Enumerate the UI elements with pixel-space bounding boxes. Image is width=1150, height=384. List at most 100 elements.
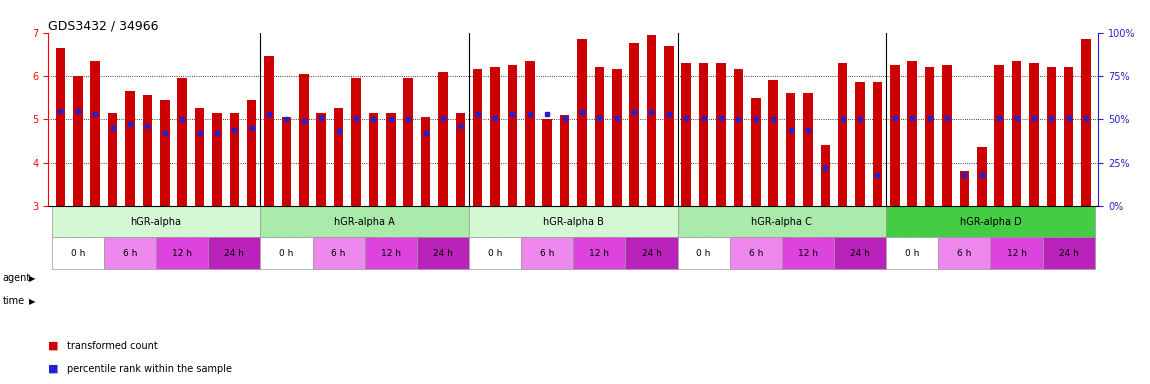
Bar <box>768 80 777 206</box>
Bar <box>626 237 677 269</box>
Text: hGR-alpha D: hGR-alpha D <box>959 217 1021 227</box>
Bar <box>838 63 848 206</box>
Text: 12 h: 12 h <box>381 248 400 258</box>
Bar <box>730 237 782 269</box>
Bar <box>821 145 830 206</box>
Bar <box>74 76 83 206</box>
Bar <box>160 100 169 206</box>
Text: hGR-alpha C: hGR-alpha C <box>751 217 812 227</box>
Bar <box>1043 237 1095 269</box>
Bar <box>785 93 796 206</box>
Bar <box>856 83 865 206</box>
Bar <box>469 206 677 237</box>
Text: 6 h: 6 h <box>749 248 762 258</box>
Bar <box>212 113 222 206</box>
Bar <box>560 115 569 206</box>
Text: 6 h: 6 h <box>957 248 972 258</box>
Bar <box>526 61 535 206</box>
Bar <box>91 61 100 206</box>
Bar <box>734 70 743 206</box>
Bar <box>873 83 882 206</box>
Bar <box>629 43 639 206</box>
Bar <box>490 67 500 206</box>
Bar <box>573 237 626 269</box>
Bar <box>260 206 469 237</box>
Bar <box>469 237 521 269</box>
Text: 0 h: 0 h <box>697 248 711 258</box>
Bar <box>177 78 187 206</box>
Bar <box>104 237 156 269</box>
Text: ■: ■ <box>48 341 59 351</box>
Bar <box>1029 63 1038 206</box>
Text: 24 h: 24 h <box>432 248 453 258</box>
Text: percentile rank within the sample: percentile rank within the sample <box>67 364 231 374</box>
Bar <box>959 171 969 206</box>
Bar <box>938 237 990 269</box>
Bar <box>52 237 104 269</box>
Text: 12 h: 12 h <box>798 248 818 258</box>
Text: 0 h: 0 h <box>279 248 293 258</box>
Bar <box>282 117 291 206</box>
Bar <box>299 74 308 206</box>
Text: 6 h: 6 h <box>123 248 137 258</box>
Bar <box>404 78 413 206</box>
Text: 0 h: 0 h <box>905 248 920 258</box>
Bar <box>416 237 469 269</box>
Text: 24 h: 24 h <box>850 248 871 258</box>
Bar <box>1046 67 1056 206</box>
Bar <box>438 71 447 206</box>
Text: ■: ■ <box>48 364 59 374</box>
Bar <box>55 48 66 206</box>
Bar <box>194 108 205 206</box>
Bar <box>260 237 313 269</box>
Bar <box>716 63 726 206</box>
Bar <box>1012 61 1021 206</box>
Text: hGR-alpha: hGR-alpha <box>131 217 182 227</box>
Bar <box>803 93 813 206</box>
Bar <box>543 119 552 206</box>
Text: 0 h: 0 h <box>488 248 503 258</box>
Bar <box>682 63 691 206</box>
Bar <box>156 237 208 269</box>
Bar <box>595 67 604 206</box>
Bar <box>990 237 1043 269</box>
Bar <box>907 61 917 206</box>
Text: agent: agent <box>2 273 31 283</box>
Text: GDS3432 / 34966: GDS3432 / 34966 <box>48 20 159 33</box>
Bar <box>646 35 657 206</box>
Bar <box>834 237 887 269</box>
Bar <box>751 98 760 206</box>
Text: ▶: ▶ <box>29 297 36 306</box>
Bar <box>507 65 518 206</box>
Bar <box>52 206 260 237</box>
Text: transformed count: transformed count <box>67 341 158 351</box>
Bar <box>612 70 621 206</box>
Bar <box>664 46 674 206</box>
Text: 24 h: 24 h <box>1059 248 1079 258</box>
Bar <box>125 91 135 206</box>
Bar <box>577 39 586 206</box>
Bar <box>365 237 416 269</box>
Text: time: time <box>2 296 24 306</box>
Text: 24 h: 24 h <box>224 248 244 258</box>
Bar <box>230 113 239 206</box>
Bar <box>942 65 952 206</box>
Bar <box>108 113 117 206</box>
Text: 12 h: 12 h <box>1006 248 1027 258</box>
Bar <box>925 67 935 206</box>
Text: hGR-alpha A: hGR-alpha A <box>335 217 396 227</box>
Text: 0 h: 0 h <box>70 248 85 258</box>
Bar <box>890 65 899 206</box>
Text: 24 h: 24 h <box>642 248 661 258</box>
Bar <box>1064 67 1073 206</box>
Bar <box>369 113 378 206</box>
Text: 6 h: 6 h <box>540 248 554 258</box>
Bar <box>247 100 256 206</box>
Bar <box>782 237 834 269</box>
Bar <box>1081 39 1091 206</box>
Bar <box>887 206 1095 237</box>
Bar <box>677 237 730 269</box>
Bar <box>887 237 938 269</box>
Text: 6 h: 6 h <box>331 248 346 258</box>
Bar <box>316 113 325 206</box>
